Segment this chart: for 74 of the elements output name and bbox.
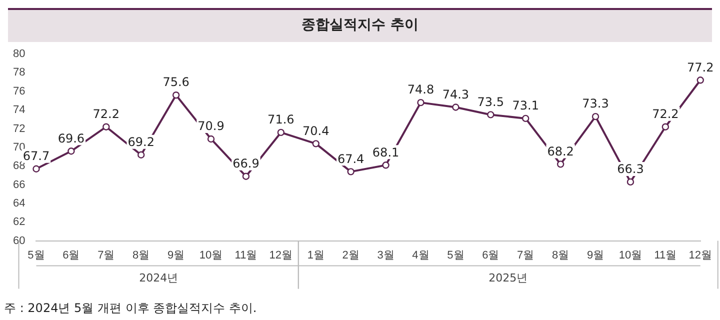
x-tick-label: 12월 bbox=[269, 249, 293, 262]
x-tick-label: 4월 bbox=[412, 249, 430, 262]
point bbox=[172, 91, 180, 99]
point bbox=[32, 165, 40, 172]
y-tick-label: 64 bbox=[12, 197, 26, 210]
point bbox=[312, 140, 320, 148]
point bbox=[452, 104, 460, 111]
x-tick-label: 11월 bbox=[234, 249, 258, 262]
x-tick-label: 12월 bbox=[688, 249, 712, 262]
data-label: 69.2 bbox=[128, 134, 154, 149]
x-tick-label: 10월 bbox=[199, 249, 223, 262]
y-tick-label: 72 bbox=[12, 122, 26, 135]
point bbox=[102, 123, 110, 130]
text: 2025년 bbox=[488, 272, 528, 285]
point bbox=[487, 111, 494, 118]
point bbox=[662, 123, 670, 130]
data-label: 73.5 bbox=[477, 94, 504, 109]
point bbox=[347, 168, 354, 176]
x-tick-label: 7월 bbox=[98, 249, 115, 262]
x-tick-label: 3월 bbox=[377, 249, 394, 262]
y-tick-label: 80 bbox=[12, 48, 26, 60]
x-tick-label: 6월 bbox=[62, 249, 80, 262]
x-tick-label: 11월 bbox=[654, 249, 677, 262]
text: 주 : 2024년 5월 개편 이후 종합실적지수 추이. bbox=[4, 300, 257, 317]
data-label: 72.2 bbox=[652, 106, 679, 121]
data-label: 72.2 bbox=[92, 106, 120, 121]
data-label: 73.1 bbox=[512, 98, 539, 113]
data-label: 73.3 bbox=[582, 96, 609, 111]
data-label: 77.2 bbox=[687, 60, 714, 74]
y-tick-label: 66 bbox=[12, 178, 26, 191]
data-label: 67.4 bbox=[337, 152, 364, 166]
y-tick-label: 60 bbox=[12, 234, 26, 247]
data-label: 71.6 bbox=[268, 112, 294, 127]
x-tick-label: 9월 bbox=[167, 249, 185, 262]
x-tick-label: 8월 bbox=[132, 249, 150, 262]
data-label: 74.8 bbox=[407, 82, 434, 97]
point bbox=[417, 98, 424, 106]
data-label: 69.6 bbox=[58, 131, 85, 146]
data-label: 67.7 bbox=[22, 149, 50, 164]
y-tick-label: 74 bbox=[12, 104, 26, 116]
data-label: 68.1 bbox=[372, 145, 400, 160]
x-tick-label: 6월 bbox=[482, 249, 500, 262]
data-label: 70.9 bbox=[198, 119, 224, 134]
text: 2024년 bbox=[139, 272, 178, 285]
point bbox=[626, 178, 634, 186]
point bbox=[277, 128, 285, 136]
y-tick-label: 76 bbox=[12, 85, 26, 98]
point bbox=[592, 112, 600, 120]
data-label: 75.6 bbox=[162, 75, 190, 90]
data-label: 74.3 bbox=[442, 87, 470, 102]
point bbox=[242, 172, 250, 180]
y-tick-label: 78 bbox=[12, 66, 26, 79]
point bbox=[696, 76, 704, 84]
data-label: 68.2 bbox=[547, 144, 574, 158]
x-tick-label: 1월 bbox=[307, 249, 324, 262]
point bbox=[522, 114, 530, 122]
x-tick-label: 10월 bbox=[618, 249, 642, 262]
chart-title: 종합실적지수 추이 bbox=[8, 8, 712, 42]
x-tick-label: 5월 bbox=[28, 249, 45, 262]
data-label: 70.4 bbox=[302, 124, 330, 138]
point bbox=[382, 162, 390, 169]
data-label: 66.9 bbox=[232, 156, 260, 170]
point bbox=[207, 135, 215, 143]
x-tick-label: 2월 bbox=[342, 249, 360, 262]
point bbox=[68, 148, 75, 155]
y-tick-label: 62 bbox=[12, 216, 26, 228]
x-tick-label: 9월 bbox=[586, 249, 604, 262]
y-tick-label: 68 bbox=[12, 160, 26, 172]
x-tick-label: 7월 bbox=[517, 249, 534, 262]
point bbox=[556, 160, 564, 168]
x-tick-label: 5월 bbox=[447, 249, 464, 262]
point bbox=[138, 151, 145, 158]
data-label: 66.3 bbox=[617, 162, 644, 176]
x-tick-label: 8월 bbox=[552, 249, 570, 262]
